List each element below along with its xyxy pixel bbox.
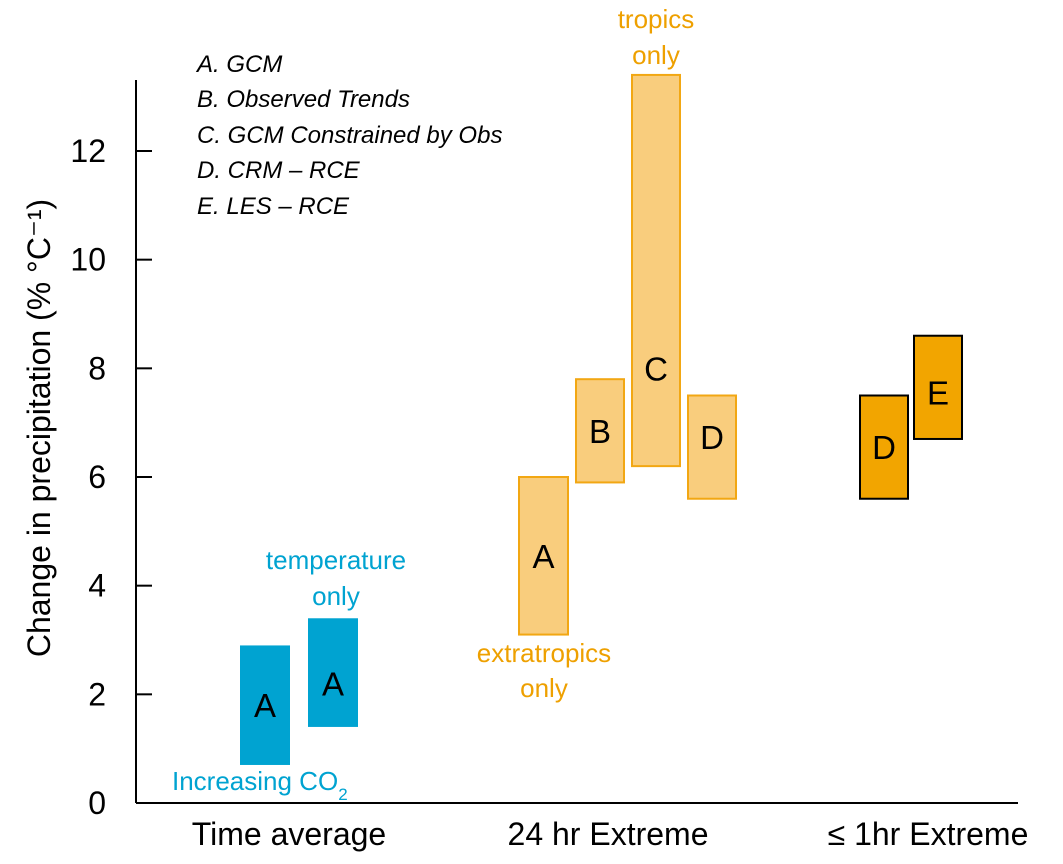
legend-item-e: E. LES – RCE xyxy=(197,193,350,220)
x-tick-label-24hr-extreme: 24 hr Extreme xyxy=(508,816,709,852)
range-bar-b xyxy=(575,378,625,484)
annotations: Increasing CO2 temperature only extratro… xyxy=(172,4,694,804)
range-bar-d xyxy=(687,394,737,500)
y-tick-label: 8 xyxy=(88,350,106,386)
annotation-temperature-only-line2: only xyxy=(312,581,360,611)
range-bar-e xyxy=(913,334,963,440)
annotation-tropics-only-line1: tropics xyxy=(618,4,695,34)
range-bar-d xyxy=(859,394,909,500)
range-bar-label-b: B xyxy=(589,413,611,450)
legend-item-b: B. Observed Trends xyxy=(197,86,410,113)
range-bar-a xyxy=(240,645,290,765)
range-bar-label-c: C xyxy=(644,350,668,387)
range-bar-label-d: D xyxy=(872,429,896,466)
y-axis-label: Change in precipitation (% °C⁻¹) xyxy=(21,199,57,657)
range-bar-label-e: E xyxy=(927,375,949,412)
legend-item-a: A. GCM xyxy=(195,51,282,78)
legend-item-c: C. GCM Constrained by Obs xyxy=(197,122,502,149)
x-tick-label-time-average: Time average xyxy=(192,816,386,852)
y-ticks: 0 2 4 6 8 10 12 xyxy=(70,133,152,821)
legend: A. GCM B. Observed Trends C. GCM Constra… xyxy=(195,51,502,220)
range-bar-label-a: A xyxy=(322,665,344,702)
x-tick-label-1hr-extreme: ≤ 1hr Extreme xyxy=(828,816,1029,852)
annotation-increasing-co2: Increasing CO2 xyxy=(172,766,348,804)
range-bar-label-d: D xyxy=(700,419,724,456)
annotation-extratropics-only-line2: only xyxy=(520,673,568,703)
annotation-tropics-only-line2: only xyxy=(632,40,680,70)
annotation-co2-subscript: 2 xyxy=(338,785,347,804)
y-tick-label: 4 xyxy=(88,568,106,604)
y-tick-label: 0 xyxy=(88,785,106,821)
annotation-extratropics-only-line1: extratropics xyxy=(477,638,611,668)
legend-item-d: D. CRM – RCE xyxy=(197,157,361,184)
annotation-temperature-only-line1: temperature xyxy=(266,545,406,575)
y-tick-label: 6 xyxy=(88,459,106,495)
range-bar-label-a: A xyxy=(532,538,554,575)
range-bar-c xyxy=(631,73,681,468)
y-tick-label: 12 xyxy=(70,133,106,169)
y-tick-label: 2 xyxy=(88,676,106,712)
y-tick-label: 10 xyxy=(70,242,106,278)
range-bar-a xyxy=(518,476,569,636)
range-bar-a xyxy=(308,618,358,727)
range-bar-label-a: A xyxy=(254,687,276,724)
